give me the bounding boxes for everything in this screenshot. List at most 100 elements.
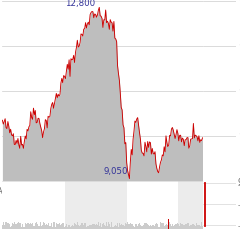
Bar [159,227,160,229]
Bar [96,224,97,229]
Bar [149,226,150,229]
Bar [26,225,27,229]
Bar [38,225,39,229]
Bar [13,224,14,229]
Bar [31,224,32,229]
Bar [154,226,155,229]
Bar [191,225,192,229]
Bar [184,225,185,229]
Bar [116,226,117,229]
Bar [111,222,112,229]
Bar [129,225,130,229]
Bar [100,223,101,229]
Bar [37,224,38,229]
Bar [58,225,59,229]
Bar [45,225,46,229]
Bar [30,223,31,229]
Bar [142,226,143,229]
Bar [41,225,42,229]
Bar [127,222,128,229]
Bar [75,224,76,229]
Bar [138,224,139,229]
Bar [167,225,168,229]
Bar [55,227,56,229]
Bar [160,222,161,229]
Bar [6,225,7,229]
Bar [173,226,174,229]
Bar [163,223,164,229]
Bar [107,225,108,229]
Bar [18,222,19,229]
Bar [199,225,200,229]
Bar [180,223,181,229]
Bar [183,225,184,229]
Bar [72,225,73,229]
Bar [190,225,191,229]
Bar [68,225,69,229]
Bar [147,224,148,229]
Bar [32,223,33,229]
Bar [70,223,71,229]
Bar [202,225,203,229]
Bar [132,224,133,229]
Bar [102,224,103,229]
Bar [120,225,121,229]
Bar [152,225,153,229]
Bar [2,225,3,229]
Bar [177,223,178,229]
Bar [69,225,70,229]
Bar [77,222,78,229]
Bar [186,226,187,229]
Bar [146,223,147,229]
Bar [151,226,152,229]
Bar [187,223,188,229]
Bar [103,223,104,229]
Bar [87,226,88,229]
Bar [27,223,28,229]
Bar [135,225,136,229]
Bar [178,181,204,229]
Bar [8,223,9,229]
Bar [161,223,162,229]
Bar [15,224,16,229]
Bar [49,226,50,229]
Bar [181,224,182,229]
Bar [9,224,10,229]
Bar [47,225,48,229]
Bar [119,223,120,229]
Bar [59,223,60,229]
Bar [60,225,61,229]
Bar [99,226,100,229]
Bar [14,222,15,229]
Bar [130,223,131,229]
Bar [39,226,40,229]
Bar [51,223,52,229]
Bar [195,226,196,229]
Bar [4,225,5,229]
Bar [40,222,41,229]
Bar [169,222,170,229]
Bar [63,223,64,229]
Bar [168,219,169,229]
Bar [104,225,105,229]
Bar [65,181,127,229]
Bar [112,227,113,229]
Bar [21,227,22,229]
Bar [131,224,132,229]
Bar [157,224,158,229]
Bar [66,224,67,229]
Bar [134,227,135,229]
Bar [17,226,18,229]
Bar [166,224,167,229]
Text: 12,800: 12,800 [65,0,95,8]
Bar [148,225,149,229]
Bar [185,225,186,229]
Bar [23,227,24,229]
Bar [67,227,68,229]
Bar [150,225,151,229]
Bar [188,223,189,229]
Bar [175,224,176,229]
Bar [10,227,11,229]
Bar [20,224,21,229]
Bar [98,222,99,229]
